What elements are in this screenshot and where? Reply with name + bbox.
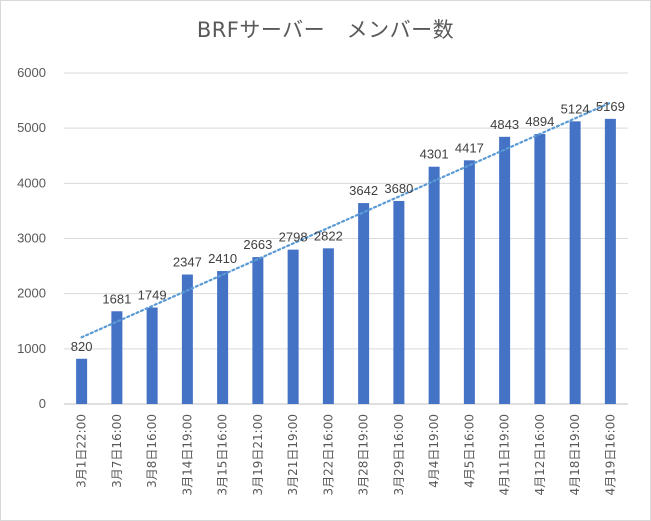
y-tick-label: 2000 xyxy=(17,286,46,301)
bar xyxy=(322,248,334,404)
data-label: 5124 xyxy=(561,101,590,116)
bar xyxy=(76,358,88,404)
y-tick-label: 1000 xyxy=(17,341,46,356)
data-label: 3680 xyxy=(384,181,413,196)
chart-title: BRFサーバー メンバー数 xyxy=(196,18,455,42)
bar xyxy=(393,200,405,404)
data-label: 1681 xyxy=(102,291,131,306)
bar xyxy=(463,160,475,404)
x-tick-label: 4月4日19:00 xyxy=(427,414,441,488)
x-tick-label: 4月5日16:00 xyxy=(462,414,476,488)
y-tick-label: 0 xyxy=(39,396,46,411)
x-tick-label: 3月7日16:00 xyxy=(110,414,124,488)
x-tick-label: 4月18日19:00 xyxy=(568,414,582,496)
data-label: 4301 xyxy=(420,147,449,162)
x-tick-label: 4月11日19:00 xyxy=(498,414,512,496)
y-tick-label: 3000 xyxy=(17,231,46,246)
bar xyxy=(534,134,546,404)
bar xyxy=(181,274,193,404)
bar xyxy=(428,166,440,404)
x-tick-label: 3月14日19:00 xyxy=(180,414,194,496)
y-tick-label: 6000 xyxy=(17,65,46,80)
x-tick-label: 3月21日19:00 xyxy=(286,414,300,496)
y-tick-label: 5000 xyxy=(17,120,46,135)
x-tick-label: 3月19日21:00 xyxy=(251,414,265,496)
bar xyxy=(287,249,299,404)
x-tick-label: 3月29日16:00 xyxy=(392,414,406,496)
data-label: 5169 xyxy=(596,99,625,114)
x-tick-label: 3月8日16:00 xyxy=(145,414,159,488)
x-tick-label: 3月1日22:00 xyxy=(75,414,89,488)
x-tick-label: 4月12日16:00 xyxy=(533,414,547,496)
data-label: 2798 xyxy=(279,230,308,245)
bar xyxy=(569,121,581,405)
data-label: 3642 xyxy=(349,183,378,198)
bar xyxy=(358,203,370,404)
x-tick-label: 3月28日19:00 xyxy=(357,414,371,496)
data-label: 4417 xyxy=(455,140,484,155)
data-label: 1749 xyxy=(138,288,167,303)
data-label: 2410 xyxy=(208,251,237,266)
bar xyxy=(252,257,264,404)
bar xyxy=(499,136,511,405)
x-tick-label: 3月15日16:00 xyxy=(216,414,230,496)
x-tick-label: 4月19日16:00 xyxy=(603,414,617,496)
bar xyxy=(111,311,123,404)
bar xyxy=(604,118,616,404)
bar xyxy=(146,307,158,404)
x-tick-label: 3月22日16:00 xyxy=(321,414,335,496)
y-tick-label: 4000 xyxy=(17,175,46,190)
bar xyxy=(217,271,229,404)
data-label: 820 xyxy=(71,339,93,354)
data-label: 4843 xyxy=(490,117,519,132)
data-label: 2663 xyxy=(243,237,272,252)
trendline xyxy=(80,101,612,339)
data-label: 2347 xyxy=(173,255,202,270)
data-label: 2822 xyxy=(314,228,343,243)
data-label: 4894 xyxy=(525,114,554,129)
